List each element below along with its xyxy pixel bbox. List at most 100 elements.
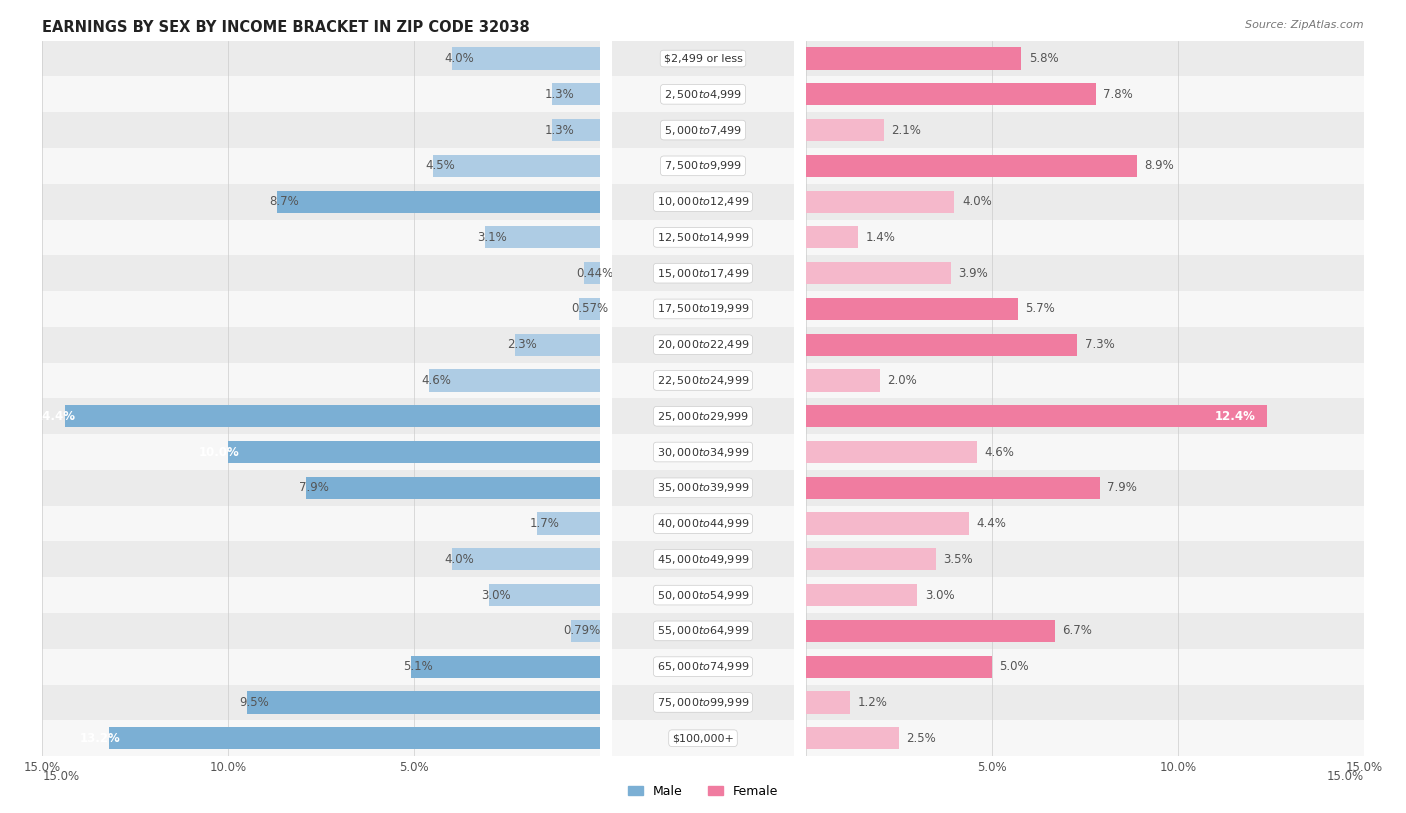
Text: $7,500 to $9,999: $7,500 to $9,999 <box>664 159 742 172</box>
Text: 14.4%: 14.4% <box>35 410 76 423</box>
Bar <box>806 691 851 714</box>
Bar <box>42 363 600 398</box>
Text: 0.57%: 0.57% <box>572 302 609 315</box>
Bar <box>806 577 1364 613</box>
Text: 4.0%: 4.0% <box>962 195 991 208</box>
Bar <box>433 154 600 177</box>
Text: 5.0%: 5.0% <box>1000 660 1029 673</box>
Bar <box>579 298 600 320</box>
Bar <box>612 649 794 685</box>
Bar <box>42 470 600 506</box>
Bar <box>42 398 600 434</box>
Text: 6.7%: 6.7% <box>1063 624 1092 637</box>
Bar <box>806 369 880 392</box>
Text: $45,000 to $49,999: $45,000 to $49,999 <box>657 553 749 566</box>
Bar <box>806 41 1364 76</box>
Bar <box>277 190 600 213</box>
Text: 15.0%: 15.0% <box>1327 770 1364 783</box>
Bar <box>612 363 794 398</box>
Bar <box>42 112 600 148</box>
Bar <box>515 333 600 356</box>
Text: $65,000 to $74,999: $65,000 to $74,999 <box>657 660 749 673</box>
Text: 2.3%: 2.3% <box>508 338 537 351</box>
Bar <box>42 434 600 470</box>
Bar <box>583 262 600 285</box>
Bar <box>42 649 600 685</box>
Bar <box>612 613 794 649</box>
Text: $22,500 to $24,999: $22,500 to $24,999 <box>657 374 749 387</box>
Text: EARNINGS BY SEX BY INCOME BRACKET IN ZIP CODE 32038: EARNINGS BY SEX BY INCOME BRACKET IN ZIP… <box>42 20 530 35</box>
Text: 1.4%: 1.4% <box>865 231 896 244</box>
Bar <box>485 226 600 249</box>
Bar <box>537 512 600 535</box>
Text: 8.7%: 8.7% <box>269 195 299 208</box>
Bar <box>65 405 600 428</box>
Text: 0.44%: 0.44% <box>576 267 614 280</box>
Bar <box>806 620 1054 642</box>
Text: $10,000 to $12,499: $10,000 to $12,499 <box>657 195 749 208</box>
Bar <box>553 119 600 141</box>
Bar <box>806 148 1364 184</box>
Text: 7.9%: 7.9% <box>1107 481 1137 494</box>
Bar <box>612 685 794 720</box>
Bar <box>42 720 600 756</box>
Bar <box>42 327 600 363</box>
Bar <box>42 685 600 720</box>
Text: 3.0%: 3.0% <box>925 589 955 602</box>
Text: 1.2%: 1.2% <box>858 696 887 709</box>
Bar <box>806 613 1364 649</box>
Bar <box>42 184 600 220</box>
Text: Source: ZipAtlas.com: Source: ZipAtlas.com <box>1246 20 1364 30</box>
Text: 4.6%: 4.6% <box>422 374 451 387</box>
Text: 0.79%: 0.79% <box>564 624 600 637</box>
Bar <box>806 291 1364 327</box>
Bar <box>806 727 898 750</box>
Text: 5.7%: 5.7% <box>1025 302 1054 315</box>
Text: 1.7%: 1.7% <box>530 517 560 530</box>
Bar <box>451 548 600 571</box>
Bar <box>806 119 884 141</box>
Bar <box>806 441 977 463</box>
Bar <box>806 541 1364 577</box>
Bar <box>806 47 1022 70</box>
Bar <box>612 434 794 470</box>
Bar <box>228 441 600 463</box>
Bar <box>110 727 600 750</box>
Bar <box>42 613 600 649</box>
Bar <box>806 154 1137 177</box>
Text: 7.3%: 7.3% <box>1084 338 1115 351</box>
Bar <box>612 398 794 434</box>
Bar <box>806 434 1364 470</box>
Text: 8.9%: 8.9% <box>1144 159 1174 172</box>
Text: $5,000 to $7,499: $5,000 to $7,499 <box>664 124 742 137</box>
Text: 13.2%: 13.2% <box>80 732 121 745</box>
Bar <box>806 76 1364 112</box>
Bar <box>806 363 1364 398</box>
Bar <box>553 83 600 106</box>
Text: 4.6%: 4.6% <box>984 446 1014 459</box>
Text: 3.5%: 3.5% <box>943 553 973 566</box>
Bar <box>806 512 969 535</box>
Text: 2.1%: 2.1% <box>891 124 921 137</box>
Bar <box>806 333 1077 356</box>
Text: 15.0%: 15.0% <box>42 770 79 783</box>
Text: $40,000 to $44,999: $40,000 to $44,999 <box>657 517 749 530</box>
Bar <box>612 220 794 255</box>
Text: 9.5%: 9.5% <box>239 696 269 709</box>
Bar <box>451 47 600 70</box>
Text: $2,499 or less: $2,499 or less <box>664 54 742 63</box>
Bar <box>612 577 794 613</box>
Text: 1.3%: 1.3% <box>544 124 574 137</box>
Text: $20,000 to $22,499: $20,000 to $22,499 <box>657 338 749 351</box>
Bar <box>806 398 1364 434</box>
Bar <box>612 112 794 148</box>
Text: 12.4%: 12.4% <box>1215 410 1256 423</box>
Bar <box>612 255 794 291</box>
Bar <box>806 255 1364 291</box>
Text: 5.8%: 5.8% <box>1029 52 1059 65</box>
Bar <box>411 655 600 678</box>
Bar <box>489 584 600 606</box>
Bar <box>806 506 1364 541</box>
Bar <box>42 76 600 112</box>
Bar <box>806 262 950 285</box>
